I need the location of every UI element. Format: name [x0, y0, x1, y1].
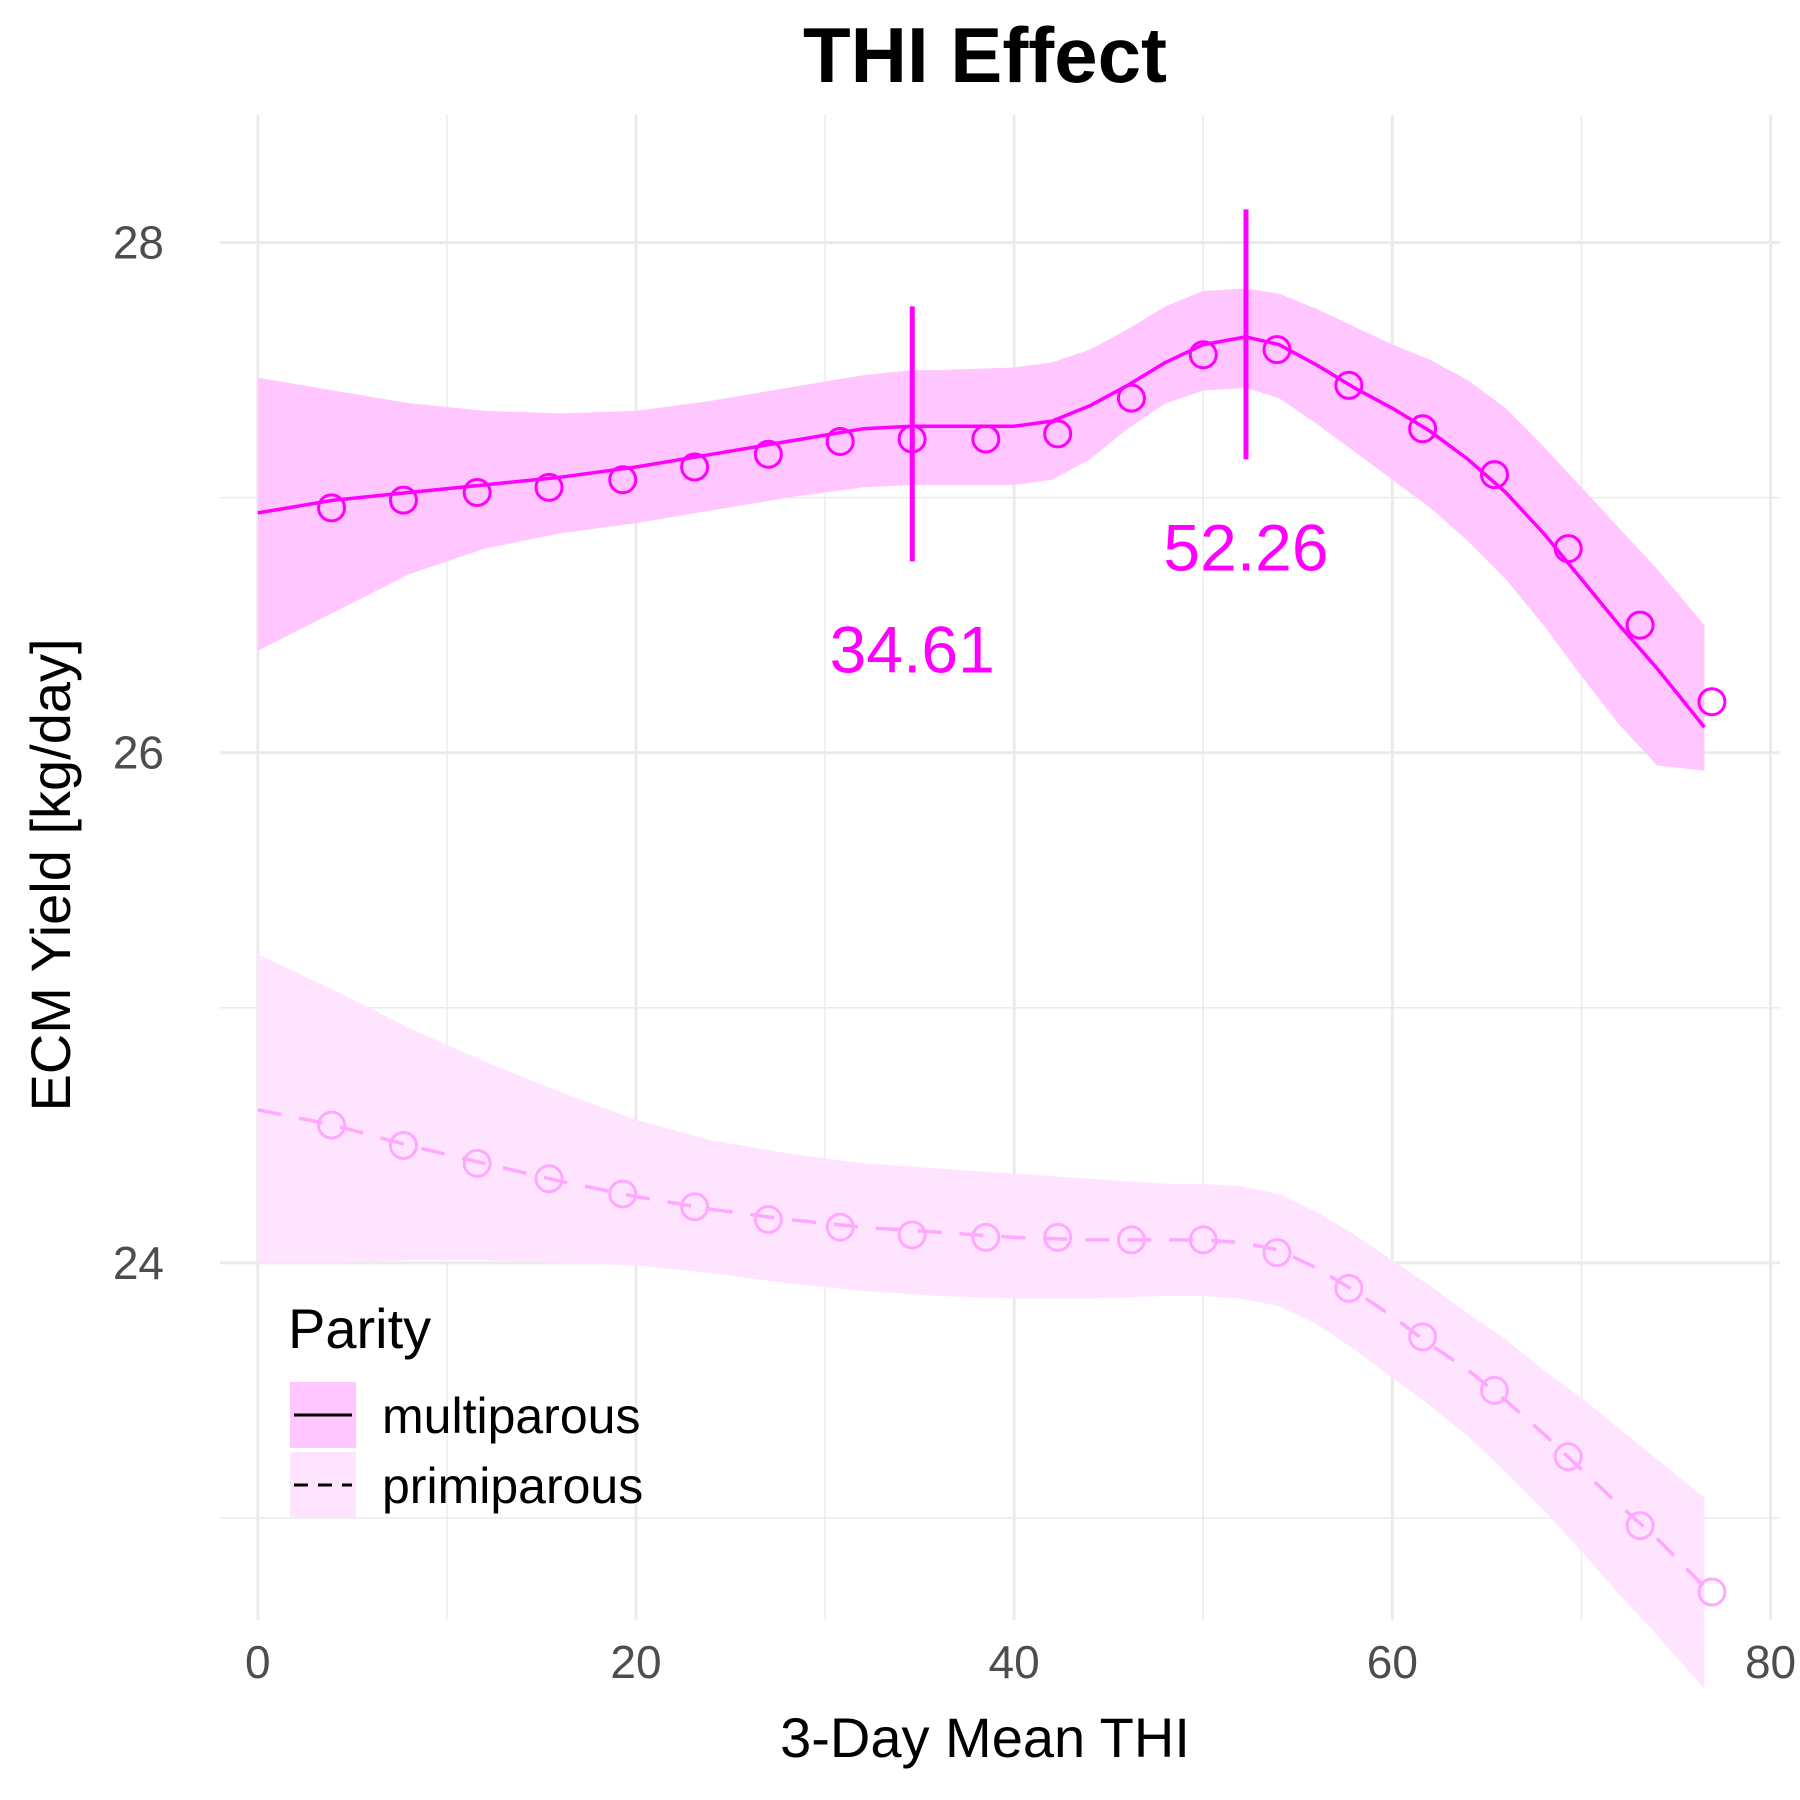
multiparous-point [825, 427, 855, 457]
y-tick-label: 26 [113, 727, 164, 779]
x-tick-label: 20 [610, 1636, 661, 1688]
primiparous-point [825, 1212, 855, 1242]
multiparous-point [1262, 335, 1292, 365]
threshold-label-1: 52.26 [1163, 511, 1328, 585]
series-lines [257, 335, 1706, 1589]
primiparous-point [534, 1164, 564, 1194]
multiparous-point [608, 465, 638, 495]
multiparous-point [753, 439, 783, 469]
primiparous-point [897, 1220, 927, 1250]
chart-title: THI Effect [803, 11, 1167, 99]
multiparous-point [462, 478, 492, 508]
primiparous-point [1334, 1273, 1364, 1303]
y-tick-label: 24 [113, 1237, 164, 1289]
primiparous-point [971, 1222, 1001, 1252]
y-axis-title: ECM Yield [kg/day] [19, 638, 82, 1111]
multiparous-point [680, 452, 710, 482]
multiparous-point [1408, 414, 1438, 444]
primiparous-point [1116, 1225, 1146, 1255]
primiparous-point [317, 1110, 347, 1140]
primiparous-point [680, 1192, 710, 1222]
multiparous-point [534, 472, 564, 502]
primiparous-point [1043, 1222, 1073, 1252]
confidence-bands [257, 288, 1705, 1689]
legend-label-primiparous: primiparous [382, 1458, 643, 1514]
multiparous-line [257, 335, 1706, 729]
legend: Parity multiparous primiparous [288, 1297, 643, 1518]
multiparous-point [1553, 534, 1583, 564]
x-axis-title: 3-Day Mean THI [780, 1706, 1190, 1769]
primiparous-point [1188, 1225, 1218, 1255]
multiparous-point [317, 493, 347, 523]
x-tick-label: 80 [1745, 1636, 1796, 1688]
primiparous-point [753, 1205, 783, 1235]
primiparous-point [1697, 1577, 1727, 1607]
x-tick-label: 60 [1367, 1636, 1418, 1688]
legend-title: Parity [288, 1297, 431, 1360]
legend-label-multiparous: multiparous [382, 1388, 640, 1444]
multiparous-point [1116, 383, 1146, 413]
primiparous-point [462, 1148, 492, 1178]
threshold-label-0: 34.61 [830, 613, 995, 687]
multiparous-point [1188, 340, 1218, 370]
multiparous-point [1625, 610, 1655, 640]
primiparous-point [1262, 1238, 1292, 1268]
multiparous-point [1697, 687, 1727, 717]
primiparous-point [608, 1179, 638, 1209]
series-points [317, 335, 1727, 1607]
multiparous-confidence-band [257, 288, 1705, 771]
primiparous-point [1553, 1442, 1583, 1472]
multiparous-point [388, 485, 418, 515]
annotations: 34.61 52.26 [830, 209, 1329, 687]
primiparous-point [1479, 1375, 1509, 1405]
multiparous-point [1334, 370, 1364, 400]
primiparous-point [388, 1131, 418, 1161]
tick-labels: 0 20 40 60 80 24 26 28 [113, 217, 1796, 1688]
primiparous-point [1408, 1322, 1438, 1352]
y-tick-label: 28 [113, 217, 164, 269]
multiparous-point [971, 424, 1001, 454]
primiparous-line [257, 1108, 1706, 1589]
x-tick-label: 40 [989, 1636, 1040, 1688]
primiparous-confidence-band [257, 954, 1705, 1689]
primiparous-point [1625, 1511, 1655, 1541]
x-tick-label: 0 [245, 1636, 271, 1688]
multiparous-point [1479, 460, 1509, 490]
multiparous-point [1043, 419, 1073, 449]
